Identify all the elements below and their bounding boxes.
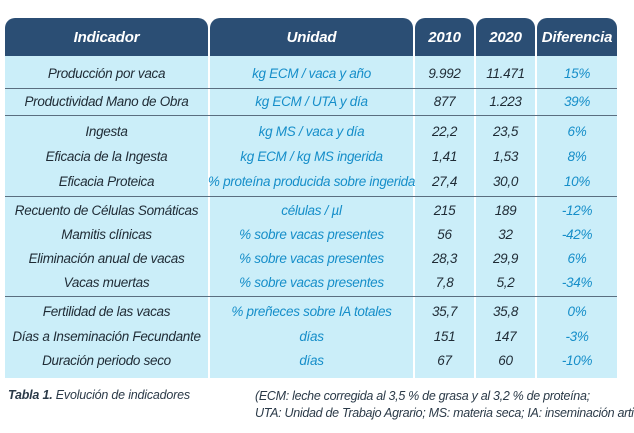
column-divider [413,56,415,378]
cell-2020: 35,8 [492,303,519,319]
cell-2020: 29,9 [492,250,519,266]
cell-diferencia: 6% [567,250,587,266]
cell-unidad: días [299,328,324,344]
cell-indicador: Eliminación anual de vacas [28,250,185,266]
cell-indicador: Producción por vaca [47,65,166,81]
cell-unidad: % sobre vacas presentes [239,274,384,290]
row-divider [5,88,617,89]
cell-diferencia: 8% [567,148,587,164]
column-divider [474,56,476,378]
cell-diferencia: -42% [561,226,593,242]
cell-2020: 1,53 [492,148,519,164]
cell-unidad: kg ECM / kg MS ingerida [240,148,383,164]
cell-2010: 35,7 [431,303,458,319]
cell-unidad: kg ECM / UTA y día [255,94,368,109]
cell-2010: 7,8 [435,274,454,290]
cell-unidad: días [299,352,324,368]
cell-2010: 27,4 [431,173,458,189]
cell-2020: 147 [494,328,517,344]
table-body [5,56,617,378]
cell-2010: 28,3 [431,250,458,266]
cell-2020: 11.471 [486,65,525,81]
cell-indicador: Mamitis clínicas [61,226,152,242]
cell-indicador: Eficacia de la Ingesta [45,148,168,164]
cell-indicador: Productividad Mano de Obra [24,94,189,109]
cell-indicador: Días a Inseminación Fecundante [12,328,201,344]
group-divider [5,196,617,197]
cell-unidad: células / µl [281,202,342,218]
group-divider [5,296,617,297]
cell-unidad: % preñeces sobre IA totales [231,303,392,319]
header-2010-label: 2010 [428,28,461,46]
cell-indicador: Duración periodo seco [42,352,171,368]
cell-2010: 22,2 [431,123,458,139]
column-divider [208,56,210,378]
header-indicador-label: Indicador [73,28,140,46]
cell-diferencia: -3% [565,328,589,344]
cell-diferencia: 6% [567,123,587,139]
cell-diferencia: -10% [561,352,593,368]
cell-unidad: % sobre vacas presentes [239,226,384,242]
cell-2010: 9.992 [428,65,461,81]
note-line-2: UTA: Unidad de Trabajo Agrario; MS: mate… [255,406,634,420]
cell-indicador: Fertilidad de las vacas [42,303,171,319]
note-line-1: (ECM: leche corregida al 3,5 % de grasa … [255,389,590,403]
cell-2010: 67 [437,352,452,368]
cell-2020: 189 [494,202,517,218]
cell-2010: 215 [433,202,456,218]
cell-unidad: % sobre vacas presentes [239,250,384,266]
header-2020: 2020 [476,18,535,56]
caption-text: Evolución de indicadores [52,388,190,402]
cell-2010: 56 [437,226,452,242]
header-diferencia: Diferencia [537,18,617,56]
cell-diferencia: 0% [567,303,587,319]
header-unidad-label: Unidad [286,28,337,46]
cell-unidad: % proteína producida sobre ingerida [207,173,416,189]
cell-2010: 877 [433,94,456,109]
cell-2010: 1,41 [431,148,458,164]
cell-indicador: Recuento de Células Somáticas [14,202,199,218]
cell-2020: 32 [498,226,513,242]
cell-indicador: Eficacia Proteica [58,173,155,189]
header-indicador: Indicador [5,18,208,56]
header-diferencia-label: Diferencia [541,28,613,46]
cell-diferencia: 39% [563,94,591,109]
header-unidad: Unidad [210,18,413,56]
table-note: (ECM: leche corregida al 3,5 % de grasa … [255,388,634,422]
cell-diferencia: -34% [561,274,593,290]
cell-2020: 23,5 [492,123,519,139]
cell-indicador: Ingesta [85,123,128,139]
cell-2020: 30,0 [492,173,519,189]
cell-unidad: kg MS / vaca y día [258,123,365,139]
column-divider [535,56,537,378]
cell-2020: 60 [498,352,513,368]
cell-2020: 1.223 [489,94,522,109]
cell-2020: 5,2 [496,274,515,290]
header-2020-label: 2020 [489,28,522,46]
cell-diferencia: 15% [563,65,591,81]
cell-2010: 151 [433,328,456,344]
header-2010: 2010 [415,18,474,56]
cell-unidad: kg ECM / vaca y año [252,65,371,81]
cell-diferencia: -12% [561,202,593,218]
group-divider [5,115,617,116]
caption-label: Tabla 1. [8,388,53,402]
cell-indicador: Vacas muertas [63,274,150,290]
table-caption: Tabla 1. Evolución de indicadores [8,388,190,402]
cell-diferencia: 10% [563,173,591,189]
